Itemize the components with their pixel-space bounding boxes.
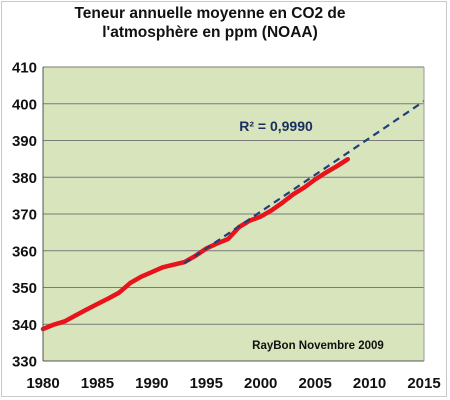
y-tick-label-340: 340 (12, 317, 37, 334)
x-tick-label-2015: 2015 (407, 375, 440, 392)
x-tick-label-1995: 1995 (190, 375, 223, 392)
x-tick-label-2005: 2005 (298, 375, 331, 392)
y-tick-label-390: 390 (12, 133, 37, 150)
y-tick-label-370: 370 (12, 207, 37, 224)
y-tick-label-360: 360 (12, 243, 37, 260)
chart-title: Teneur annuelle moyenne en CO2 de l'atmo… (60, 4, 360, 42)
author-credit-annotation: RayBon Novembre 2009 (252, 340, 384, 352)
y-tick-label-350: 350 (12, 280, 37, 297)
x-tick-label-1990: 1990 (135, 375, 168, 392)
x-tick-label-1985: 1985 (81, 375, 114, 392)
x-tick-label-1980: 1980 (26, 375, 59, 392)
y-tick-label-410: 410 (12, 60, 37, 77)
y-tick-label-330: 330 (12, 354, 37, 371)
chart-title-line-1: Teneur annuelle moyenne en CO2 de (74, 5, 346, 22)
x-tick-label-2010: 2010 (353, 375, 386, 392)
chart-title-line-2: l'atmosphère en ppm (NOAA) (102, 24, 318, 41)
r-squared-annotation: R² = 0,9990 (239, 118, 313, 134)
y-tick-label-400: 400 (12, 96, 37, 113)
trend-line-dashed (183, 100, 425, 265)
x-tick-label-2000: 2000 (244, 375, 277, 392)
y-tick-label-380: 380 (12, 170, 37, 187)
